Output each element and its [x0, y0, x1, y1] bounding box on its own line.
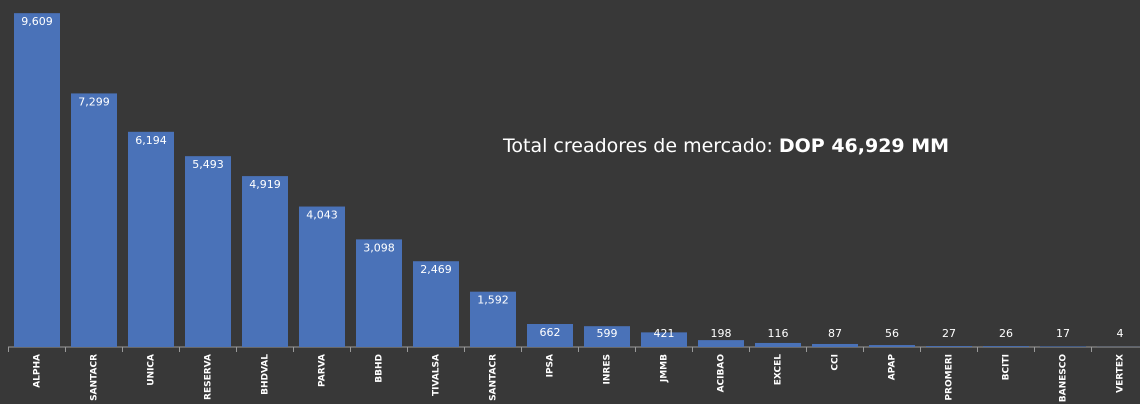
x-tick-label: BANESCO — [1059, 354, 1069, 403]
x-tick-label: INRES — [603, 354, 613, 384]
bar — [185, 156, 231, 347]
value-label: 6,194 — [135, 134, 167, 147]
value-label: 27 — [942, 327, 956, 340]
bar — [698, 340, 744, 347]
x-tick-label: APAP — [888, 354, 898, 381]
x-tick-label: RESERVA — [204, 354, 214, 400]
bar — [413, 261, 459, 347]
x-tick-label: PROMERI — [945, 354, 955, 401]
value-label: 7,299 — [78, 95, 110, 108]
x-tick-label: ALPHA — [33, 354, 43, 388]
x-tick-label: IPSA — [546, 354, 556, 377]
value-label: 26 — [999, 327, 1013, 340]
value-label: 5,493 — [192, 158, 224, 171]
value-label: 198 — [711, 327, 732, 340]
value-label: 662 — [540, 326, 561, 339]
value-label: 599 — [597, 327, 618, 340]
x-tick-label: BCITI — [1002, 354, 1012, 380]
value-label: 4 — [1117, 327, 1124, 340]
bar — [470, 291, 516, 347]
value-label: 87 — [828, 327, 842, 340]
value-label: 2,469 — [420, 263, 452, 276]
x-tick-label: EXCEL — [774, 354, 784, 386]
x-tick-label: BBHD — [375, 354, 385, 383]
x-tick-label: UNICA — [147, 354, 157, 386]
value-label: 421 — [654, 327, 675, 340]
value-label: 17 — [1056, 327, 1070, 340]
x-tick-label: VERTEX — [1116, 354, 1126, 393]
annotation: Total creadores de mercado: DOP 46,929 MM — [502, 135, 949, 157]
x-tick-label: PARVA — [318, 354, 328, 387]
bar — [299, 206, 345, 347]
bar — [71, 93, 117, 347]
x-tick-label: BHDVAL — [261, 354, 271, 395]
x-tick-label: JMMB — [660, 354, 670, 383]
value-label: 3,098 — [363, 241, 395, 254]
x-tick-label: TIVALSA — [432, 354, 442, 396]
x-tick-label: SANTACR — [489, 354, 499, 401]
x-tick-label: ACIBAO — [717, 354, 727, 393]
value-label: 9,609 — [21, 15, 53, 28]
bar — [527, 324, 573, 347]
value-label: 4,919 — [249, 178, 281, 191]
value-label: 116 — [768, 327, 789, 340]
bar — [14, 13, 60, 347]
annotation-text: Total creadores de mercado: — [502, 135, 773, 157]
bar — [1040, 346, 1086, 347]
bar — [641, 332, 687, 347]
bar — [128, 131, 174, 347]
bar — [755, 342, 801, 347]
annotation-emphasis: DOP 46,929 MM — [779, 135, 949, 157]
value-label: 4,043 — [306, 209, 338, 222]
bar — [869, 345, 915, 347]
bar — [812, 343, 858, 347]
x-tick-label: CCI — [831, 354, 841, 371]
x-tick-label: SANTACR — [90, 354, 100, 401]
bar — [356, 239, 402, 347]
bar — [584, 326, 630, 347]
value-label: 1,592 — [477, 294, 509, 307]
bar — [926, 346, 972, 347]
value-label: 56 — [885, 327, 899, 340]
bar — [983, 346, 1029, 347]
bar — [242, 176, 288, 347]
